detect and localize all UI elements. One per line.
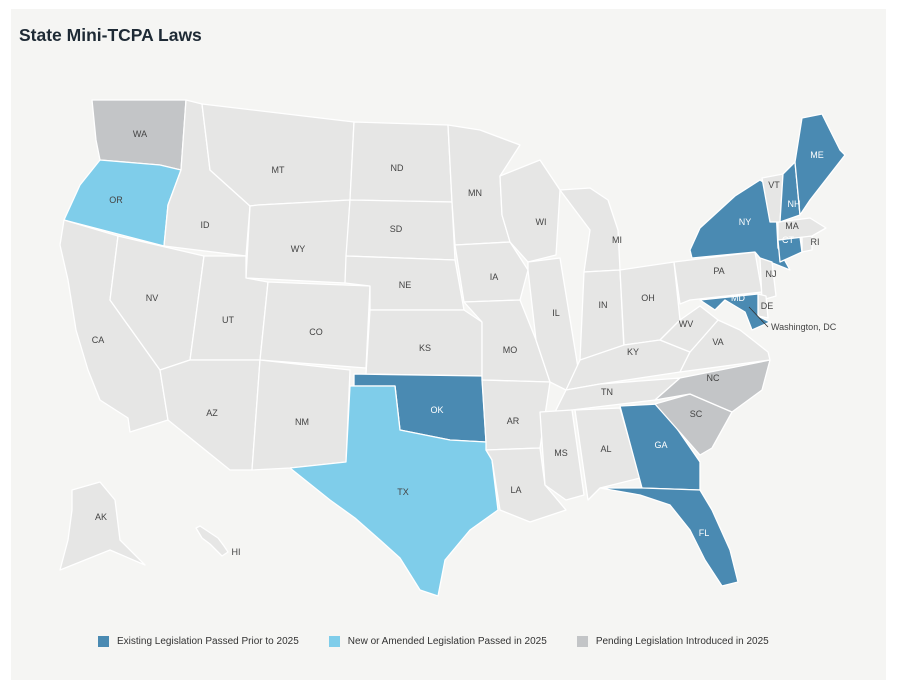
- state-ak: [59, 481, 146, 571]
- state-me: [794, 113, 846, 216]
- state-ia: [454, 241, 529, 303]
- state-wv: [659, 305, 719, 353]
- state-label-nd: ND: [391, 163, 404, 173]
- state-md: [699, 293, 771, 331]
- state-label-nh: NH: [788, 199, 801, 209]
- state-label-mn: MN: [468, 188, 482, 198]
- state-label-il: IL: [552, 308, 560, 318]
- state-label-fl: FL: [699, 528, 710, 538]
- state-label-or: OR: [109, 195, 123, 205]
- state-label-mi: MI: [612, 235, 622, 245]
- state-label-me: ME: [810, 150, 824, 160]
- state-il: [527, 257, 581, 391]
- state-tx: [289, 385, 499, 597]
- state-label-va: VA: [712, 337, 723, 347]
- legend-label-existing: Existing Legislation Passed Prior to 202…: [117, 636, 299, 647]
- state-label-ar: AR: [507, 416, 520, 426]
- dc-callout-line: [748, 306, 769, 328]
- state-mi: [559, 187, 621, 273]
- state-label-pa: PA: [713, 266, 724, 276]
- state-wy: [245, 199, 351, 284]
- state-label-nc: NC: [707, 373, 720, 383]
- state-label-ms: MS: [554, 448, 568, 458]
- state-label-de: DE: [761, 301, 774, 311]
- map-title: State Mini-TCPA Laws: [19, 25, 202, 45]
- state-label-ky: KY: [627, 347, 639, 357]
- state-nm: [251, 359, 351, 471]
- state-label-ri: RI: [811, 237, 820, 247]
- state-label-tn: TN: [601, 387, 613, 397]
- state-label-wv: WV: [679, 319, 694, 329]
- state-ma: [777, 217, 827, 241]
- state-hi: [195, 525, 229, 557]
- state-label-ma: MA: [785, 221, 799, 231]
- state-label-ne: NE: [399, 280, 412, 290]
- state-ga: [619, 403, 701, 491]
- state-nd: [349, 121, 453, 203]
- state-co: [259, 281, 371, 369]
- state-label-wy: WY: [291, 244, 306, 254]
- state-label-sc: SC: [690, 409, 703, 419]
- state-label-nv: NV: [146, 293, 159, 303]
- state-label-md: MD: [731, 293, 745, 303]
- legend-swatch-existing: [98, 636, 109, 647]
- state-al: [574, 407, 641, 501]
- legend-swatch-pending: [576, 636, 588, 647]
- state-label-la: LA: [510, 485, 521, 495]
- state-fl: [599, 487, 739, 587]
- state-label-ca: CA: [92, 335, 105, 345]
- legend-item-pending: Pending Legislation Introduced in 2025: [576, 636, 769, 647]
- state-label-nm: NM: [295, 417, 309, 427]
- legend-label-pending: Pending Legislation Introduced in 2025: [595, 636, 769, 647]
- legend-label-new: New or Amended Legislation Passed in 202…: [347, 636, 547, 647]
- legend: Existing Legislation Passed Prior to 202…: [98, 636, 769, 647]
- state-label-ak: AK: [95, 512, 107, 522]
- state-label-mt: MT: [272, 165, 285, 175]
- state-label-tx: TX: [397, 487, 409, 497]
- state-label-ny: NY: [739, 217, 752, 227]
- state-ms: [539, 409, 585, 501]
- state-label-co: CO: [309, 327, 323, 337]
- state-label-ut: UT: [222, 315, 234, 325]
- state-label-wi: WI: [536, 217, 547, 227]
- state-label-ct: CT: [782, 235, 794, 245]
- state-ny: [689, 179, 791, 271]
- state-nc: [654, 359, 771, 413]
- state-label-vt: VT: [768, 180, 780, 190]
- state-label-ia: IA: [490, 272, 499, 282]
- state-in: [579, 269, 625, 361]
- state-label-sd: SD: [390, 224, 403, 234]
- state-label-nj: NJ: [766, 269, 777, 279]
- legend-item-existing: Existing Legislation Passed Prior to 202…: [98, 636, 299, 647]
- state-label-hi: HI: [232, 547, 241, 557]
- legend-item-new: New or Amended Legislation Passed in 202…: [328, 636, 547, 647]
- state-label-ok: OK: [430, 405, 443, 415]
- state-la: [485, 447, 567, 523]
- state-label-al: AL: [600, 444, 611, 454]
- state-label-mo: MO: [503, 345, 518, 355]
- state-sc: [654, 393, 733, 456]
- state-label-az: AZ: [206, 408, 218, 418]
- state-label-wa: WA: [133, 129, 147, 139]
- dc-callout-label: Washington, DC: [771, 322, 837, 332]
- state-wi: [499, 159, 561, 263]
- state-label-ks: KS: [419, 343, 431, 353]
- legend-swatch-new: [328, 636, 340, 647]
- state-label-in: IN: [599, 300, 608, 310]
- state-label-ga: GA: [654, 440, 667, 450]
- state-label-id: ID: [201, 220, 211, 230]
- state-nj: [759, 257, 777, 301]
- state-label-oh: OH: [641, 293, 655, 303]
